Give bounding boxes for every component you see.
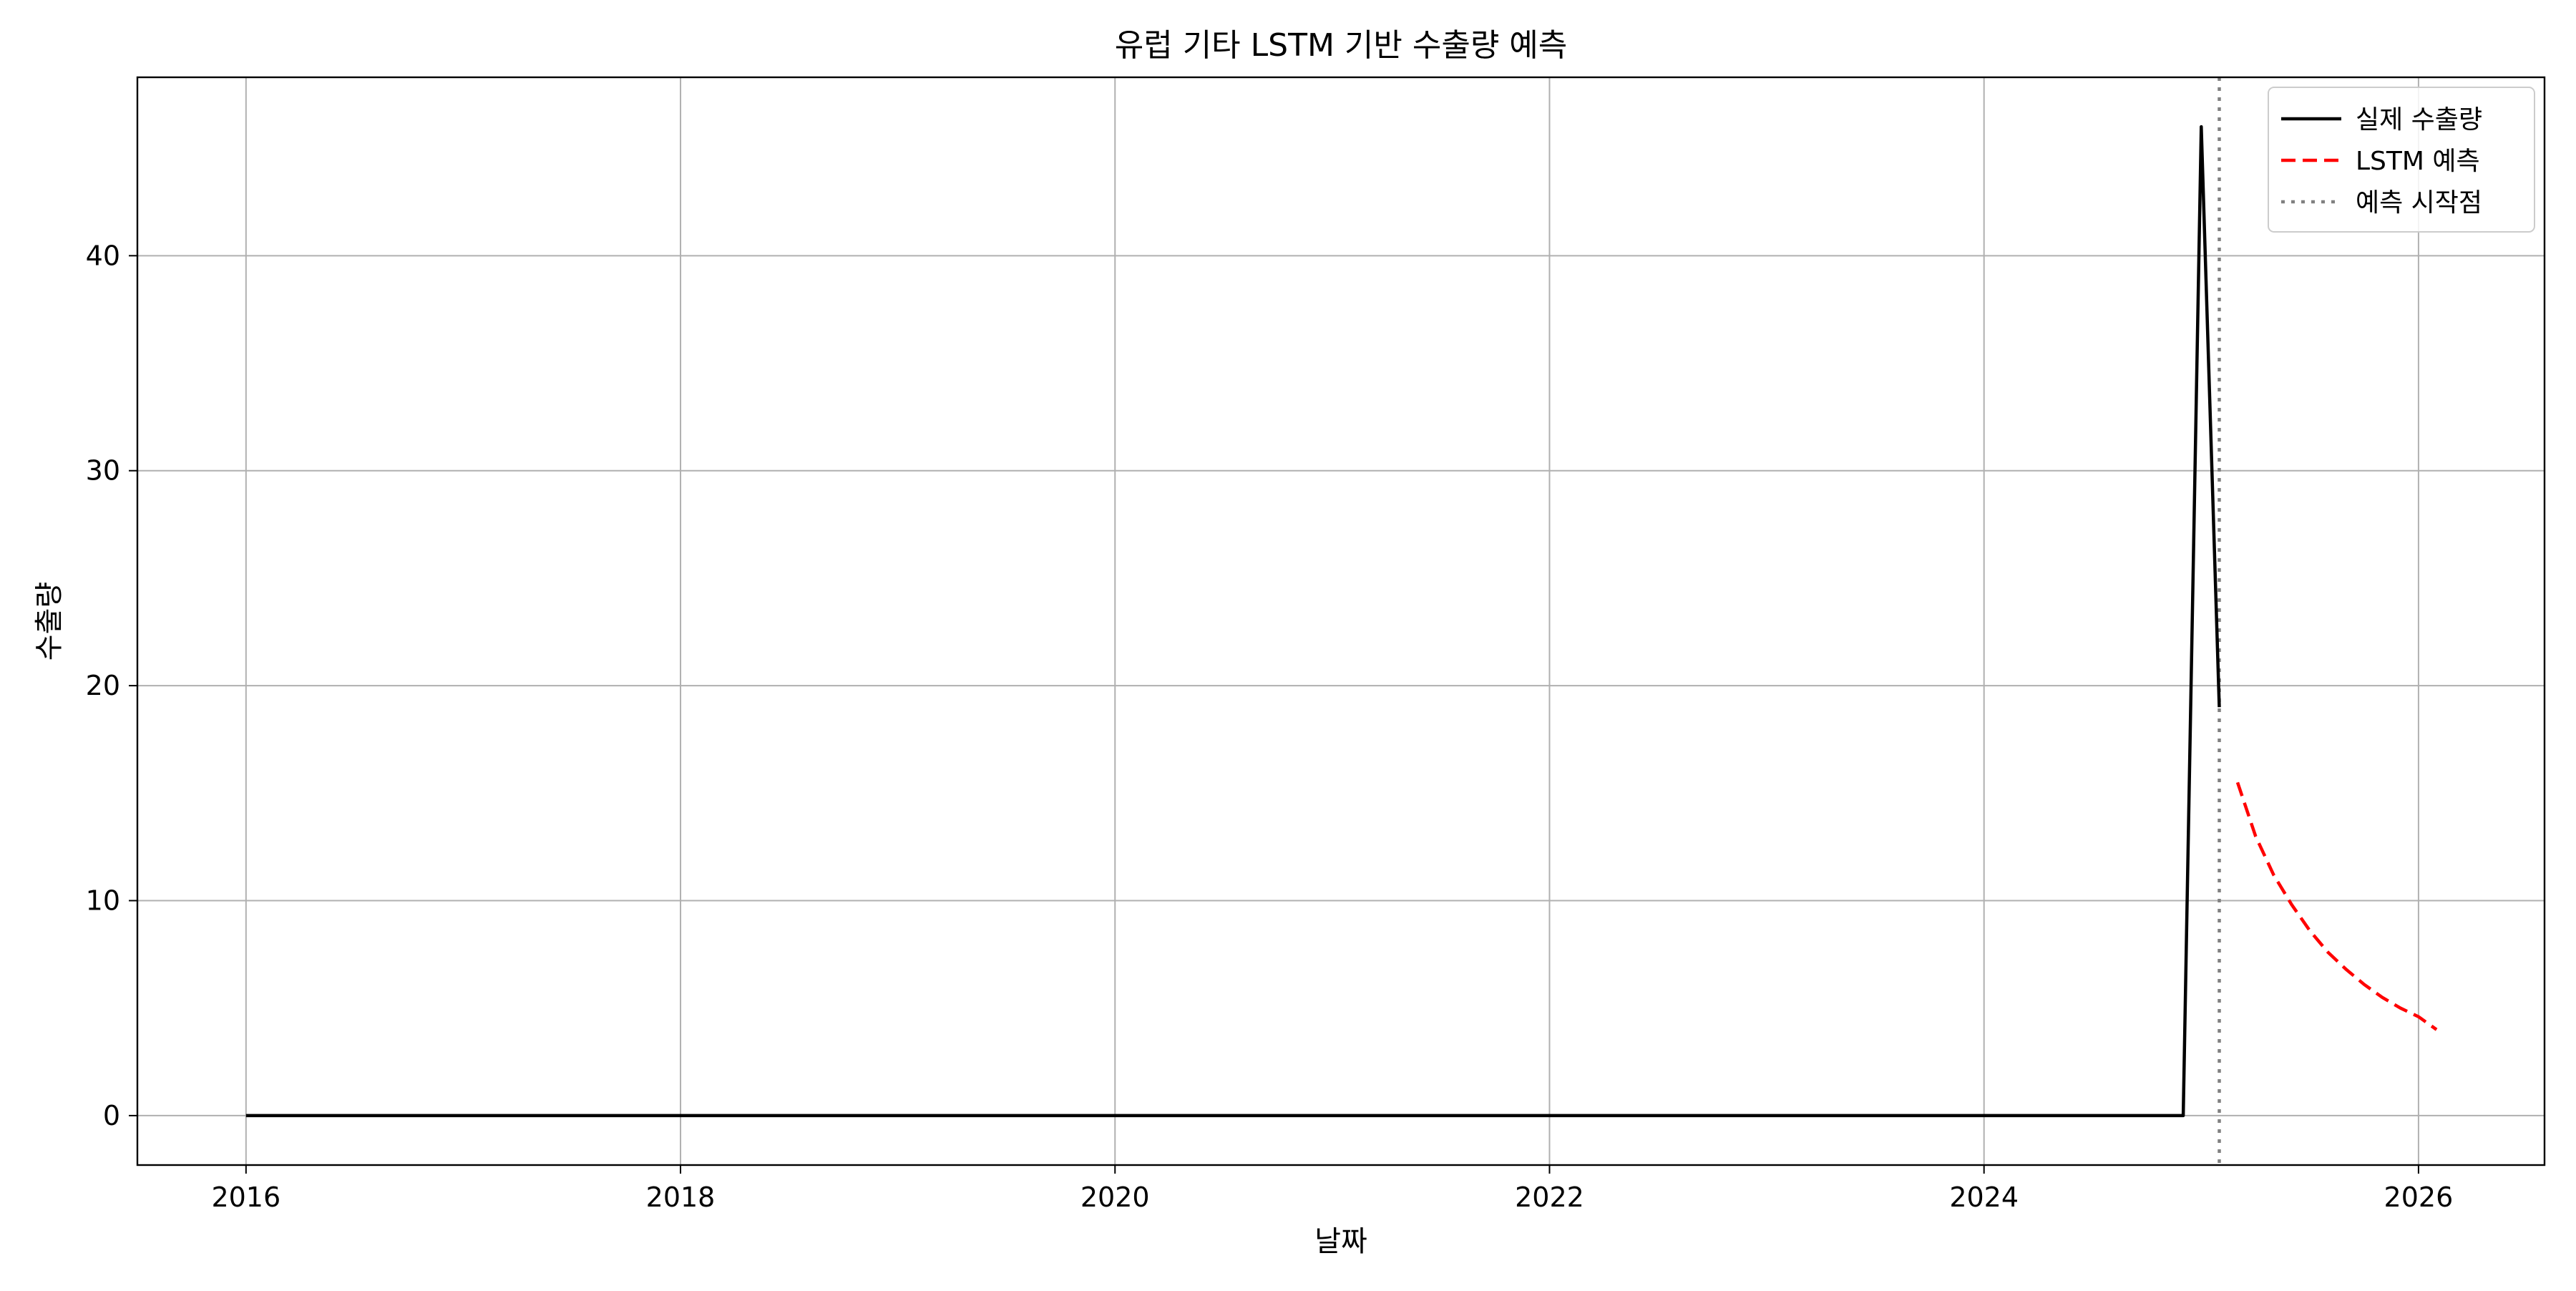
x-tick-label: 2018 (646, 1182, 716, 1213)
y-tick-label: 10 (86, 885, 120, 917)
actual-series-line (245, 125, 2221, 1118)
lstm-forecast-line (2235, 781, 2438, 1031)
y-tick-label: 30 (86, 455, 120, 487)
series-layer (245, 77, 2438, 1165)
x-tick-label: 2026 (2384, 1182, 2454, 1213)
legend-box (2268, 87, 2535, 233)
y-tick-label: 40 (86, 240, 120, 271)
x-tick-label: 2022 (1515, 1182, 1584, 1213)
legend-label: 실제 수출량 (2356, 105, 2482, 135)
y-axis-label: 수출량 (33, 582, 66, 661)
x-tick-label: 2016 (211, 1182, 280, 1213)
chart-title: 유럽 기타 LSTM 기반 수출량 예측 (1115, 27, 1568, 64)
x-tick-label: 2024 (1949, 1182, 2019, 1213)
axis-ticks: 2016 2018 2020 2022 2024 2026 0 10 20 30 40 (86, 240, 2454, 1213)
x-axis-label: 날짜 (1314, 1225, 1367, 1258)
x-tick-label: 2020 (1080, 1182, 1150, 1213)
legend-label: LSTM 예측 (2356, 147, 2480, 176)
legend-label: 예측 시작점 (2356, 188, 2482, 218)
y-tick-label: 20 (86, 670, 120, 701)
y-tick-label: 0 (103, 1100, 120, 1131)
plot-frame (136, 76, 2546, 1166)
